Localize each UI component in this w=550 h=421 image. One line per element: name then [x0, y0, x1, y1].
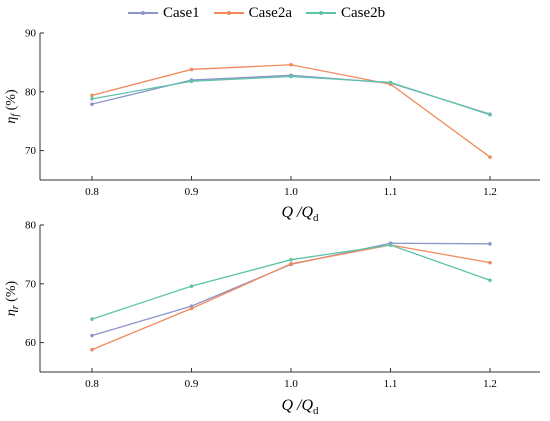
- legend-swatch-case2a: [213, 7, 244, 19]
- data-point-case2b: [90, 97, 94, 101]
- legend-label-case2a: Case2a: [248, 4, 292, 21]
- y-tick-label: 80: [25, 86, 37, 98]
- data-point-case1: [90, 333, 94, 338]
- x-tick-label: 0.9: [185, 186, 199, 198]
- data-point-case2b: [289, 74, 293, 79]
- x-tick-label: 1.2: [483, 186, 497, 198]
- series-line-case2b: [91, 244, 491, 320]
- legend-item-case1: Case1: [128, 5, 200, 22]
- legend-label-case1: Case1: [163, 4, 200, 21]
- y-tick-label: 70: [25, 145, 37, 157]
- legend-swatch-case2b: [306, 7, 336, 19]
- data-point-case2a: [189, 67, 194, 72]
- y-tick-label: 80: [25, 220, 37, 232]
- data-point-case2a: [488, 260, 492, 265]
- data-point-case2b: [488, 278, 492, 283]
- y-tick-label: 60: [25, 337, 37, 349]
- data-point-case2a: [289, 262, 293, 266]
- x-tick-label: 1.2: [483, 378, 497, 390]
- x-tick-label: 1.0: [284, 186, 298, 198]
- data-point-case2a: [90, 347, 94, 352]
- y-axis-label: ηr (%): [4, 280, 21, 316]
- chart-panel-eta-r: 60 70 80 0.8 0.9 1.0 1.1 1.2 ηr (%) Q /Qd: [4, 220, 540, 417]
- data-point-case2b: [189, 284, 194, 288]
- series-line-case1: [91, 242, 491, 337]
- x-axis-label: Q /Qd: [281, 204, 319, 224]
- chart-panel-eta-f: 70 80 90 0.8 0.9 1.0 1.1 1.2 ηf (%) Q /Qd: [4, 28, 540, 224]
- x-tick-label: 0.8: [85, 186, 99, 198]
- data-point-case1: [488, 242, 492, 246]
- y-tick-label: 90: [25, 28, 37, 40]
- y-axis-label: ηf (%): [4, 89, 21, 124]
- legend-swatch-case1: [128, 7, 158, 19]
- series-line-case2a: [91, 64, 491, 158]
- legend-item-case2b: Case2b: [306, 5, 385, 22]
- x-tick-label: 0.9: [185, 378, 199, 390]
- x-tick-label: 1.0: [284, 378, 298, 390]
- data-point-case2b: [289, 257, 293, 262]
- x-axis-label: Q /Qd: [281, 397, 319, 417]
- data-point-case2a: [488, 155, 492, 159]
- data-point-case2b: [388, 80, 393, 85]
- data-point-case2a: [189, 306, 194, 311]
- series-line-case2b: [91, 75, 491, 116]
- legend-label-case2b: Case2b: [341, 4, 386, 21]
- data-point-case2b: [488, 112, 492, 117]
- data-point-case2b: [90, 317, 94, 321]
- legend-item-case2a: Case2a: [213, 4, 292, 22]
- data-point-case2a: [90, 93, 94, 98]
- data-point-case2b: [189, 79, 194, 84]
- data-point-case2a: [289, 62, 293, 67]
- legend: Case1 Case2a Case2b: [128, 2, 399, 24]
- x-tick-label: 1.1: [384, 378, 398, 390]
- x-tick-label: 1.1: [384, 186, 398, 198]
- x-tick-label: 0.8: [85, 378, 99, 390]
- data-point-case2b: [388, 243, 393, 247]
- y-tick-label: 70: [25, 278, 37, 290]
- data-point-case1: [90, 102, 94, 106]
